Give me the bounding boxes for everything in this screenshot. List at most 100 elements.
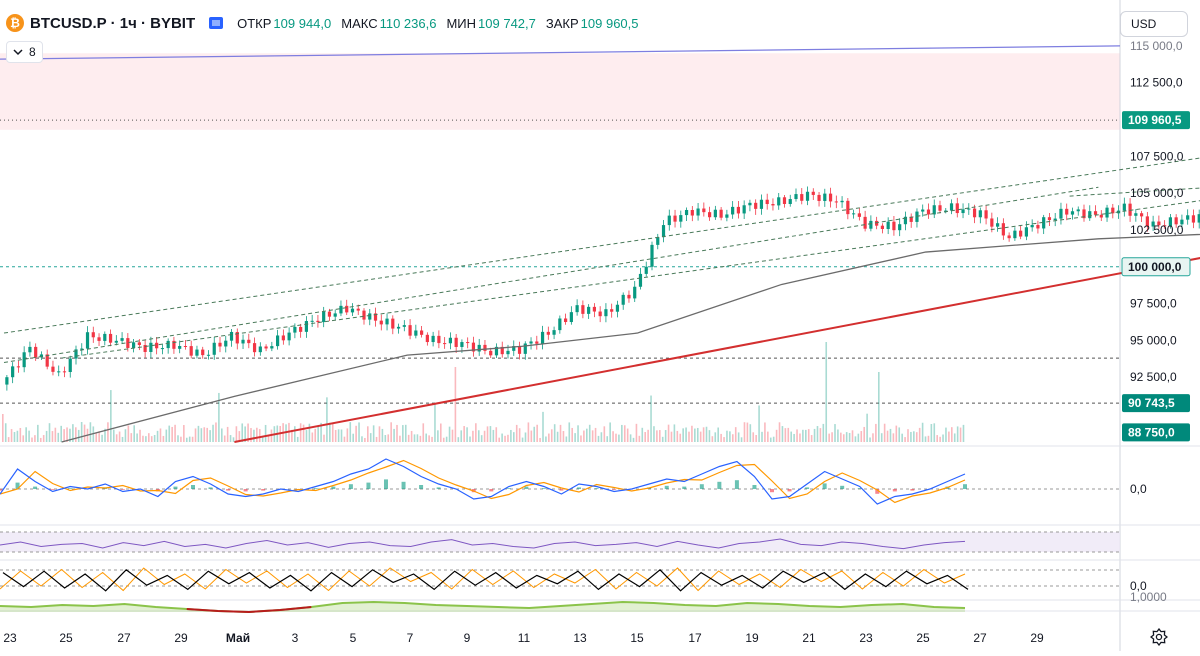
volume-bar xyxy=(930,424,933,442)
volume-bar xyxy=(664,430,667,442)
volume-bar xyxy=(498,437,500,442)
volume-bar xyxy=(203,427,206,442)
candle xyxy=(581,305,585,314)
volume-bar xyxy=(588,424,591,442)
volume-bar xyxy=(667,424,670,442)
volume-bar xyxy=(317,426,319,442)
time-tick-label: 27 xyxy=(117,631,131,645)
volume-bar xyxy=(889,428,892,442)
volume-bar xyxy=(702,427,705,442)
candle xyxy=(287,332,291,341)
time-tick-label: 11 xyxy=(518,631,531,645)
candle xyxy=(443,343,447,345)
volume-bar xyxy=(854,436,857,442)
volume-bar xyxy=(653,426,655,442)
volume-bar xyxy=(153,434,156,442)
candle xyxy=(62,371,67,373)
volume-bar xyxy=(743,422,746,442)
macd-hist-bar xyxy=(15,482,20,489)
volume-bar xyxy=(831,432,833,442)
volume-bar xyxy=(165,429,168,442)
volume-bar xyxy=(597,435,600,442)
time-tick-label: 7 xyxy=(407,631,414,645)
candle xyxy=(604,309,608,317)
currency-select[interactable]: USD xyxy=(1120,11,1188,37)
macd-hist-bar xyxy=(892,489,897,492)
volume-bar xyxy=(45,430,48,442)
volume-bar xyxy=(872,433,874,442)
candle xyxy=(201,349,205,356)
volume-bar xyxy=(632,437,635,442)
volume-bar xyxy=(185,437,188,442)
volume-bar xyxy=(393,428,395,442)
volume-bar xyxy=(749,424,752,442)
candle xyxy=(114,340,118,343)
volume-bar xyxy=(60,425,62,442)
candle xyxy=(932,205,936,215)
indicators-toggle-button[interactable]: 8 xyxy=(6,41,43,63)
macd-hist-bar xyxy=(313,488,318,489)
volume-bar xyxy=(539,437,541,442)
volume-bar xyxy=(404,424,407,442)
candle xyxy=(587,306,591,314)
candle xyxy=(569,312,573,323)
volume-bar xyxy=(148,433,150,442)
volume-bar xyxy=(264,424,267,442)
volume-bar xyxy=(737,432,740,442)
candle xyxy=(1180,219,1184,225)
volume-bar xyxy=(883,423,886,442)
volume-bar xyxy=(799,433,801,442)
macd-hist-bar xyxy=(261,489,266,491)
candle xyxy=(1019,230,1023,237)
candle xyxy=(949,203,954,211)
volume-bar xyxy=(323,434,325,442)
candle xyxy=(529,341,533,344)
volume-bar xyxy=(121,436,124,442)
bitcoin-icon: ₿ xyxy=(6,14,24,32)
volume-bar xyxy=(945,427,947,442)
volume-bar xyxy=(510,429,512,442)
candle xyxy=(1007,235,1011,239)
candle xyxy=(437,335,441,344)
candle xyxy=(126,338,130,348)
volume-bar xyxy=(521,437,524,442)
candle xyxy=(425,334,429,343)
volume-bar xyxy=(127,425,130,442)
volume-bar xyxy=(83,424,86,442)
price-label-badge xyxy=(1121,257,1191,277)
candle xyxy=(11,366,15,378)
price-tick-label: 102 500,0 xyxy=(1130,223,1184,237)
candle xyxy=(540,331,545,344)
volume-bar xyxy=(483,430,486,442)
volume-bar xyxy=(892,433,895,442)
symbol-title[interactable]: BTCUSD.P · 1ч · BYBIT xyxy=(30,14,196,32)
trend-line xyxy=(234,257,1200,443)
candle xyxy=(575,305,579,313)
volume-bar xyxy=(515,424,518,442)
volume-bar xyxy=(772,436,775,442)
volume-bar xyxy=(796,429,798,442)
gear-icon[interactable] xyxy=(1149,627,1169,647)
candle xyxy=(39,354,44,358)
candle xyxy=(1168,217,1172,227)
candle xyxy=(955,203,959,214)
volume-bar xyxy=(209,430,211,442)
candle xyxy=(379,320,383,325)
candle xyxy=(598,311,602,317)
volume-bar xyxy=(714,432,717,442)
macd-hist-bar xyxy=(840,485,845,489)
candle xyxy=(189,346,193,356)
volume-bar xyxy=(586,428,588,442)
candle xyxy=(51,366,55,372)
price-tick-label: 95 000,0 xyxy=(1130,333,1177,347)
volume-bar xyxy=(548,433,550,442)
volume-bar xyxy=(466,427,468,442)
price-label-badge xyxy=(1122,111,1190,130)
volume-bar xyxy=(63,429,65,442)
volume-bar xyxy=(933,423,936,442)
candle xyxy=(1042,217,1046,229)
time-tick-label: 25 xyxy=(59,631,73,645)
volume-bar xyxy=(545,436,547,442)
